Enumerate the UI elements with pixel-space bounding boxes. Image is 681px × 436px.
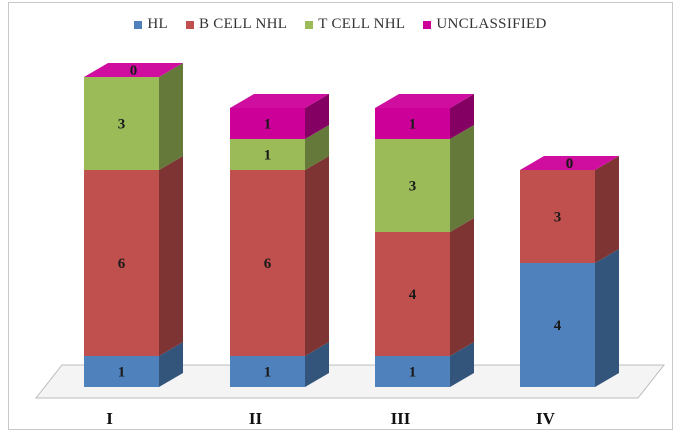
bar-top xyxy=(84,63,183,77)
data-label: 1 xyxy=(264,117,272,133)
legend-label: T CELL NHL xyxy=(318,16,406,32)
bar-segment xyxy=(230,139,305,170)
data-label: 3 xyxy=(409,179,417,195)
bar-side xyxy=(305,94,329,139)
bar-segment xyxy=(230,170,305,356)
x-tick-label: I xyxy=(106,409,113,428)
data-label: 1 xyxy=(409,365,417,381)
chart-legend: HL B CELL NHL T CELL NHL UNCLASSIFIED xyxy=(0,16,681,33)
bar-segment xyxy=(375,139,450,232)
bar-side xyxy=(450,342,474,387)
data-label: 4 xyxy=(409,287,417,303)
data-label: 0 xyxy=(566,156,574,172)
legend-swatch xyxy=(305,20,314,29)
bar-segment xyxy=(520,263,595,387)
legend-swatch xyxy=(134,20,143,29)
legend-label: HL xyxy=(147,16,168,32)
x-tick-label: IV xyxy=(536,409,556,428)
bar-segment xyxy=(230,108,305,139)
bar-side xyxy=(595,156,619,263)
bar-side xyxy=(159,342,183,387)
bar-side xyxy=(595,249,619,387)
bar-segment xyxy=(230,356,305,387)
legend-swatch xyxy=(185,20,194,29)
bar-top xyxy=(375,94,474,108)
data-label: 0 xyxy=(566,156,574,172)
bar-segment xyxy=(375,356,450,387)
data-label: 6 xyxy=(264,256,272,272)
bar-side xyxy=(305,342,329,387)
x-tick-label: III xyxy=(391,409,411,428)
bar-side xyxy=(450,125,474,232)
legend-item: UNCLASSIFIED xyxy=(423,16,546,33)
legend-item: T CELL NHL xyxy=(305,16,405,33)
bar-side xyxy=(159,63,183,170)
data-label: 0 xyxy=(130,63,138,79)
bar-segment xyxy=(84,356,159,387)
legend-item: B CELL NHL xyxy=(185,16,288,33)
bar-side xyxy=(450,94,474,139)
bar-top xyxy=(230,94,329,108)
bar-side xyxy=(159,156,183,356)
legend-swatch xyxy=(423,20,432,29)
bar-segment xyxy=(84,77,159,170)
chart-floor xyxy=(34,364,666,399)
legend-label: B CELL NHL xyxy=(198,16,288,32)
bar-segment xyxy=(520,170,595,263)
data-label: 1 xyxy=(264,365,272,381)
bar-top xyxy=(520,156,619,170)
bar-side xyxy=(305,125,329,170)
data-label: 1 xyxy=(409,117,417,133)
data-label: 6 xyxy=(118,256,126,272)
data-label: 1 xyxy=(118,365,126,381)
data-label: 3 xyxy=(554,210,562,226)
bar-side xyxy=(305,156,329,356)
data-label: 3 xyxy=(118,117,126,133)
bar-segment xyxy=(84,170,159,356)
bar-segment xyxy=(375,232,450,356)
bar-segment xyxy=(375,108,450,139)
data-label: 4 xyxy=(554,318,562,334)
legend-label: UNCLASSIFIED xyxy=(436,16,547,32)
bar-side xyxy=(450,218,474,356)
data-label: 1 xyxy=(264,148,272,164)
legend-item: HL xyxy=(134,16,168,33)
x-tick-label: II xyxy=(249,409,263,428)
